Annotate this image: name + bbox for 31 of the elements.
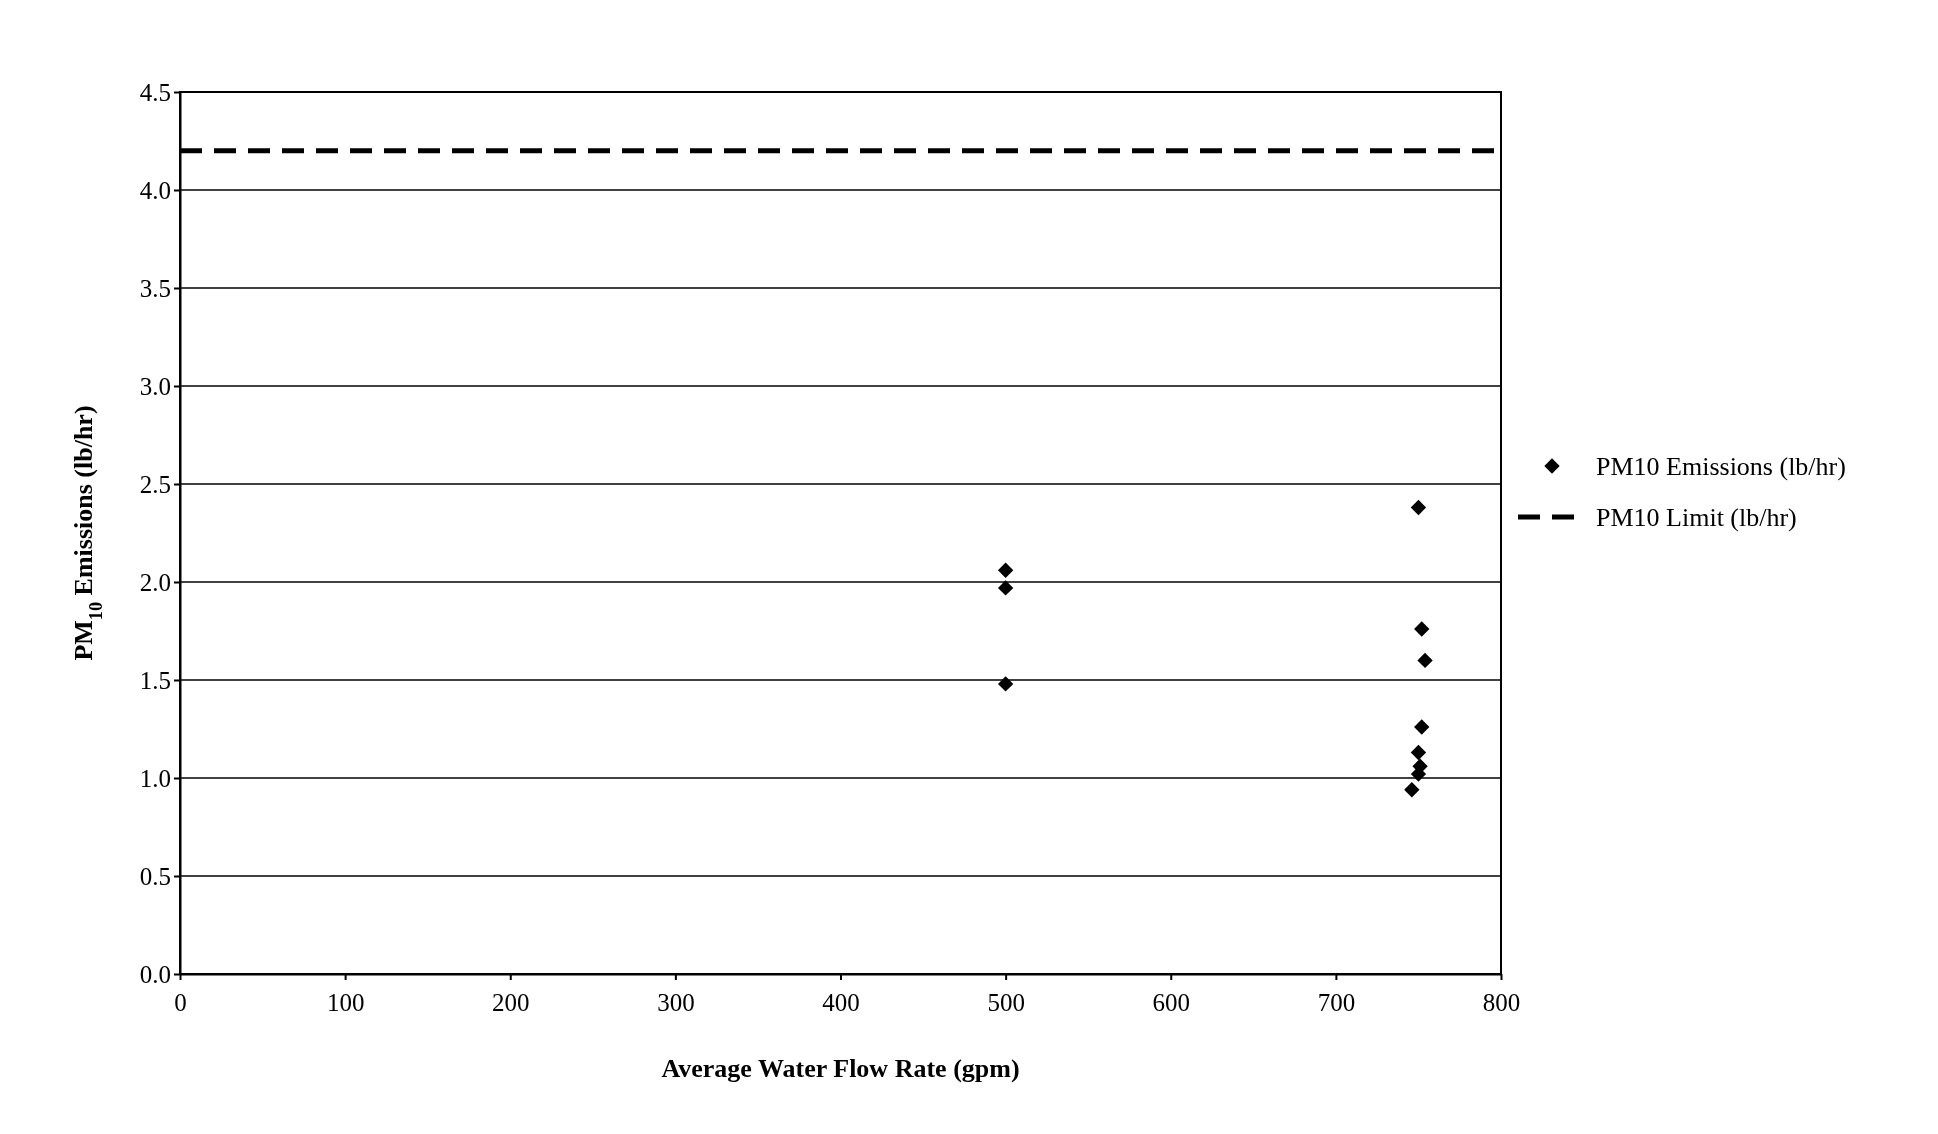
point [1404, 782, 1420, 798]
point [1410, 744, 1427, 761]
point [997, 580, 1014, 596]
y-tick-label: 1.5 [139, 666, 171, 694]
point [1414, 719, 1430, 735]
x-tick-label: 400 [822, 988, 860, 1016]
point [997, 562, 1014, 578]
point [1414, 621, 1430, 637]
point [1410, 499, 1427, 516]
x-tick-label: 700 [1317, 988, 1356, 1016]
x-tick-label: 100 [326, 988, 365, 1016]
point [997, 676, 1014, 692]
y-tick-label: 2.5 [139, 470, 171, 498]
y-tick-label: 0.5 [139, 862, 171, 890]
x-tick-label: 500 [987, 988, 1025, 1016]
x-tick-label: 600 [1152, 988, 1190, 1016]
x-axis-title: Average Water Flow Rate (gpm) [661, 1054, 1020, 1083]
y-tick-label: 3.5 [139, 274, 171, 302]
point [1417, 652, 1433, 669]
y-tick-label: 1.0 [139, 764, 171, 792]
y-tick-label: 2.0 [139, 568, 171, 596]
legend-label: PM10 Limit (lb/hr) [1596, 503, 1797, 533]
x-tick-label: 800 [1482, 988, 1521, 1016]
y-tick-label: 4.5 [139, 78, 171, 106]
legend-label: PM10 Emissions (lb/hr) [1596, 452, 1846, 482]
y-tick-label: 4.0 [139, 176, 171, 204]
y-tick-label: 0.0 [139, 960, 171, 988]
x-tick-label: 200 [492, 988, 530, 1016]
x-tick-label: 0 [174, 988, 187, 1016]
x-tick-label: 300 [657, 988, 695, 1016]
y-tick-label: 3.0 [139, 372, 171, 400]
